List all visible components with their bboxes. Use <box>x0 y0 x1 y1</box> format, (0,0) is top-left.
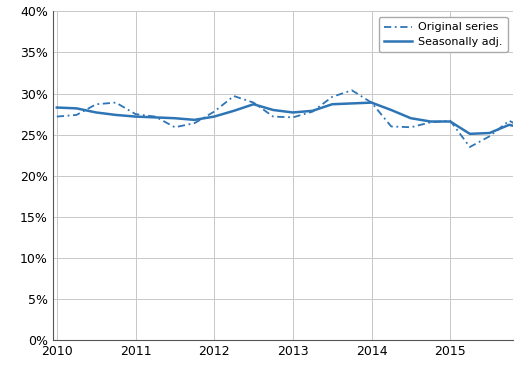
Seasonally adj. <box>132 114 139 119</box>
Seasonally adj. <box>113 113 119 117</box>
Seasonally adj. <box>467 132 473 136</box>
Original series <box>250 100 257 105</box>
Seasonally adj. <box>309 108 316 113</box>
Original series <box>270 114 276 119</box>
Original series <box>74 113 80 117</box>
Original series <box>329 94 335 99</box>
Original series <box>447 118 453 123</box>
Seasonally adj. <box>368 100 375 105</box>
Original series <box>211 109 217 114</box>
Seasonally adj. <box>486 131 492 135</box>
Original series <box>526 129 529 134</box>
Original series <box>172 125 178 130</box>
Seasonally adj. <box>427 119 434 124</box>
Line: Seasonally adj.: Seasonally adj. <box>57 102 529 136</box>
Seasonally adj. <box>329 102 335 107</box>
Seasonally adj. <box>408 116 414 121</box>
Original series <box>53 114 60 119</box>
Seasonally adj. <box>270 108 276 112</box>
Line: Original series: Original series <box>57 90 529 149</box>
Seasonally adj. <box>53 105 60 110</box>
Seasonally adj. <box>211 114 217 119</box>
Seasonally adj. <box>74 106 80 111</box>
Legend: Original series, Seasonally adj.: Original series, Seasonally adj. <box>379 17 507 53</box>
Original series <box>388 124 394 129</box>
Original series <box>290 115 296 120</box>
Seasonally adj. <box>290 110 296 115</box>
Seasonally adj. <box>191 118 198 122</box>
Seasonally adj. <box>152 115 158 120</box>
Original series <box>309 109 316 114</box>
Original series <box>467 145 473 149</box>
Original series <box>486 134 492 139</box>
Seasonally adj. <box>447 119 453 124</box>
Original series <box>427 120 434 125</box>
Original series <box>93 102 99 107</box>
Seasonally adj. <box>388 108 394 112</box>
Seasonally adj. <box>172 116 178 121</box>
Original series <box>368 100 375 105</box>
Original series <box>132 112 139 116</box>
Seasonally adj. <box>231 108 237 113</box>
Seasonally adj. <box>93 110 99 115</box>
Original series <box>152 114 158 119</box>
Seasonally adj. <box>250 102 257 107</box>
Original series <box>349 88 355 93</box>
Seasonally adj. <box>526 127 529 132</box>
Original series <box>506 118 513 123</box>
Original series <box>191 121 198 125</box>
Seasonally adj. <box>349 101 355 106</box>
Seasonally adj. <box>506 122 513 127</box>
Original series <box>113 100 119 105</box>
Original series <box>231 94 237 98</box>
Original series <box>408 125 414 130</box>
